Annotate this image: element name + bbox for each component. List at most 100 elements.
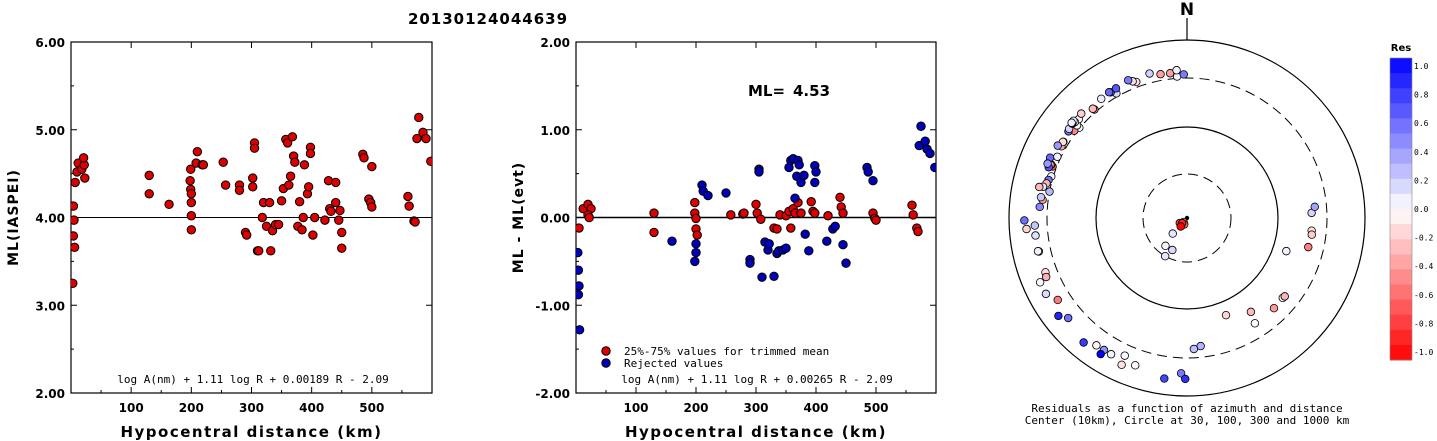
colorbar-swatch: [1390, 254, 1412, 270]
ml-value: 4.53: [793, 82, 830, 100]
colorbar-swatch: [1390, 148, 1412, 165]
data-point: [186, 164, 196, 174]
colorbar-swatch: [1390, 118, 1412, 134]
colorbar-swatch: [1390, 224, 1412, 240]
data-point: [806, 197, 816, 207]
data-point: [298, 212, 308, 223]
polar-caption-line1: Residuals as a function of azimuth and d…: [1031, 402, 1342, 415]
x-tick-label: 300: [239, 401, 264, 415]
colorbar-title: Res: [1391, 43, 1411, 54]
data-point: [249, 143, 260, 153]
station-point: [1160, 251, 1170, 261]
station-point: [1250, 319, 1260, 328]
data-point: [835, 192, 845, 203]
range-ring-300km: [1046, 77, 1328, 359]
x-tick-label: 100: [119, 401, 144, 415]
colorbar-swatch: [1390, 178, 1412, 195]
data-point: [218, 157, 228, 167]
formula-label: log A(nm) + 1.11 log R + 0.00265 R - 2.0…: [621, 373, 893, 386]
x-tick-label: 500: [863, 401, 888, 415]
legend-marker: [601, 346, 611, 356]
station-point: [1181, 374, 1190, 384]
x-axis-label: Hypocentral distance (km): [120, 423, 382, 441]
station-point: [1123, 76, 1133, 85]
y-tick-label: 6.00: [35, 36, 65, 50]
station-point: [1176, 222, 1185, 231]
data-point: [690, 197, 700, 208]
station-point: [1120, 351, 1129, 360]
x-tick-label: 500: [359, 401, 384, 415]
data-point: [421, 133, 431, 144]
data-point: [810, 208, 820, 218]
x-tick-label: 100: [623, 401, 648, 415]
x-axis-label: Hypocentral distance (km): [625, 423, 887, 441]
colorbar-tick-label: 0.8: [1414, 91, 1429, 100]
data-point: [811, 167, 821, 177]
data-point: [320, 215, 330, 225]
data-point: [335, 205, 345, 216]
station-point: [1067, 118, 1076, 127]
data-point: [691, 213, 701, 224]
station-point: [1179, 70, 1188, 79]
data-point: [576, 265, 584, 275]
station-point: [1246, 307, 1256, 317]
data-point: [337, 227, 347, 238]
data-point: [925, 148, 935, 159]
station-point: [1131, 361, 1140, 370]
colorbar-tick-label: 0.2: [1414, 176, 1429, 185]
station-point: [1077, 109, 1086, 118]
station-point: [1079, 338, 1088, 347]
data-point: [703, 190, 713, 201]
ml-label: ML=: [748, 82, 785, 100]
colorbar-tick-label: -0.6: [1414, 291, 1433, 300]
data-point: [367, 202, 377, 212]
y-tick-label: 2.00: [35, 387, 65, 401]
data-point: [257, 212, 268, 223]
data-point: [916, 121, 926, 131]
colorbar-swatch: [1390, 314, 1412, 331]
colorbar-tick-label: -1.0: [1414, 348, 1433, 357]
north-label: N: [1180, 0, 1194, 20]
colorbar-swatch: [1390, 269, 1412, 285]
data-point: [691, 247, 701, 258]
y-tick-label: -2.00: [535, 387, 570, 401]
station-point: [1106, 350, 1116, 359]
data-point: [576, 247, 583, 258]
data-point: [309, 212, 320, 223]
station-point: [1022, 224, 1031, 234]
data-point: [410, 217, 420, 227]
station-point: [1221, 310, 1231, 320]
data-point: [576, 290, 584, 300]
data-point: [781, 243, 791, 253]
data-point: [790, 193, 800, 203]
y-axis-label: ML(IASPEI): [6, 169, 22, 266]
data-point: [248, 173, 258, 183]
colorbar-swatch: [1390, 299, 1412, 316]
data-point: [71, 231, 79, 241]
station-point: [1168, 229, 1177, 238]
station-point: [1035, 182, 1044, 192]
station-point: [1161, 241, 1170, 251]
y-axis-label: ML - ML(evt): [511, 162, 527, 273]
data-point: [772, 224, 782, 234]
data-point: [412, 133, 422, 144]
data-point: [404, 201, 414, 211]
data-point: [584, 212, 594, 223]
data-point: [800, 229, 810, 239]
data-point: [308, 230, 318, 240]
azimuth-residual-panel: N Residuals as a function of azimuth and …: [1008, 0, 1366, 427]
data-point: [326, 206, 336, 217]
station-point: [1172, 66, 1181, 75]
data-point: [303, 182, 314, 192]
colorbar-tick-label: 0.0: [1414, 205, 1429, 214]
data-point: [331, 177, 341, 188]
data-point: [649, 227, 659, 238]
data-point: [804, 246, 814, 256]
data-point: [649, 208, 659, 218]
colorbar-swatch: [1390, 239, 1412, 255]
data-point: [337, 243, 347, 253]
data-point: [863, 167, 873, 177]
data-point: [78, 153, 89, 163]
data-point: [726, 210, 736, 220]
range-ring-100km: [1095, 126, 1279, 310]
